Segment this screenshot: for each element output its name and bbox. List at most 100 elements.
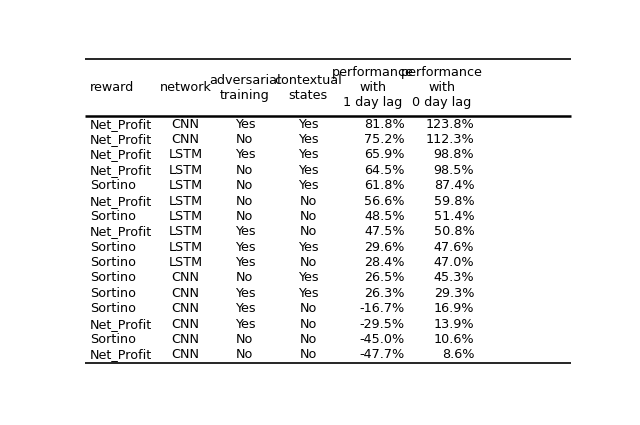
Text: Yes: Yes — [298, 287, 319, 300]
Text: -47.7%: -47.7% — [360, 348, 405, 361]
Text: CNN: CNN — [172, 287, 200, 300]
Text: 64.5%: 64.5% — [364, 164, 405, 177]
Text: No: No — [236, 272, 253, 284]
Text: Yes: Yes — [235, 256, 255, 269]
Text: 65.9%: 65.9% — [364, 148, 405, 162]
Text: Net_Profit: Net_Profit — [90, 195, 152, 207]
Text: LSTM: LSTM — [168, 195, 202, 207]
Text: Net_Profit: Net_Profit — [90, 164, 152, 177]
Text: LSTM: LSTM — [168, 256, 202, 269]
Text: 98.8%: 98.8% — [434, 148, 474, 162]
Text: Yes: Yes — [235, 225, 255, 238]
Text: CNN: CNN — [172, 118, 200, 130]
Text: No: No — [300, 195, 317, 207]
Text: Sortino: Sortino — [90, 272, 136, 284]
Text: No: No — [300, 333, 317, 346]
Text: CNN: CNN — [172, 272, 200, 284]
Text: 26.5%: 26.5% — [364, 272, 405, 284]
Text: 29.3%: 29.3% — [434, 287, 474, 300]
Text: No: No — [236, 333, 253, 346]
Text: Yes: Yes — [298, 133, 319, 146]
Text: Yes: Yes — [235, 148, 255, 162]
Text: No: No — [236, 210, 253, 223]
Text: Sortino: Sortino — [90, 333, 136, 346]
Text: LSTM: LSTM — [168, 210, 202, 223]
Text: Sortino: Sortino — [90, 241, 136, 254]
Text: Sortino: Sortino — [90, 179, 136, 192]
Text: reward: reward — [90, 81, 134, 94]
Text: CNN: CNN — [172, 333, 200, 346]
Text: LSTM: LSTM — [168, 164, 202, 177]
Text: No: No — [300, 317, 317, 331]
Text: 98.5%: 98.5% — [434, 164, 474, 177]
Text: LSTM: LSTM — [168, 241, 202, 254]
Text: performance
with
1 day lag: performance with 1 day lag — [332, 66, 413, 109]
Text: 45.3%: 45.3% — [434, 272, 474, 284]
Text: 51.4%: 51.4% — [434, 210, 474, 223]
Text: Yes: Yes — [298, 241, 319, 254]
Text: performance
with
0 day lag: performance with 0 day lag — [401, 66, 483, 109]
Text: 123.8%: 123.8% — [426, 118, 474, 130]
Text: 26.3%: 26.3% — [364, 287, 405, 300]
Text: Yes: Yes — [235, 118, 255, 130]
Text: No: No — [236, 348, 253, 361]
Text: No: No — [300, 225, 317, 238]
Text: Net_Profit: Net_Profit — [90, 118, 152, 130]
Text: No: No — [236, 133, 253, 146]
Text: 28.4%: 28.4% — [364, 256, 405, 269]
Text: 112.3%: 112.3% — [426, 133, 474, 146]
Text: 8.6%: 8.6% — [442, 348, 474, 361]
Text: No: No — [300, 256, 317, 269]
Text: 47.5%: 47.5% — [364, 225, 405, 238]
Text: Sortino: Sortino — [90, 256, 136, 269]
Text: Yes: Yes — [235, 287, 255, 300]
Text: -45.0%: -45.0% — [360, 333, 405, 346]
Text: Net_Profit: Net_Profit — [90, 225, 152, 238]
Text: Yes: Yes — [235, 241, 255, 254]
Text: No: No — [300, 210, 317, 223]
Text: Net_Profit: Net_Profit — [90, 148, 152, 162]
Text: Yes: Yes — [298, 164, 319, 177]
Text: No: No — [236, 179, 253, 192]
Text: Yes: Yes — [298, 179, 319, 192]
Text: No: No — [236, 195, 253, 207]
Text: network: network — [159, 81, 211, 94]
Text: 81.8%: 81.8% — [364, 118, 405, 130]
Text: 59.8%: 59.8% — [434, 195, 474, 207]
Text: No: No — [236, 164, 253, 177]
Text: LSTM: LSTM — [168, 148, 202, 162]
Text: 47.0%: 47.0% — [434, 256, 474, 269]
Text: Yes: Yes — [298, 148, 319, 162]
Text: Net_Profit: Net_Profit — [90, 317, 152, 331]
Text: 56.6%: 56.6% — [364, 195, 405, 207]
Text: -29.5%: -29.5% — [360, 317, 405, 331]
Text: No: No — [300, 348, 317, 361]
Text: Sortino: Sortino — [90, 287, 136, 300]
Text: Yes: Yes — [298, 118, 319, 130]
Text: Net_Profit: Net_Profit — [90, 133, 152, 146]
Text: Sortino: Sortino — [90, 302, 136, 315]
Text: Yes: Yes — [298, 272, 319, 284]
Text: 75.2%: 75.2% — [364, 133, 405, 146]
Text: 61.8%: 61.8% — [364, 179, 405, 192]
Text: 50.8%: 50.8% — [433, 225, 474, 238]
Text: LSTM: LSTM — [168, 179, 202, 192]
Text: 29.6%: 29.6% — [365, 241, 405, 254]
Text: 47.6%: 47.6% — [434, 241, 474, 254]
Text: contextual
states: contextual states — [275, 74, 342, 102]
Text: -16.7%: -16.7% — [360, 302, 405, 315]
Text: No: No — [300, 302, 317, 315]
Text: CNN: CNN — [172, 302, 200, 315]
Text: LSTM: LSTM — [168, 225, 202, 238]
Text: Yes: Yes — [235, 317, 255, 331]
Text: Net_Profit: Net_Profit — [90, 348, 152, 361]
Text: Yes: Yes — [235, 302, 255, 315]
Text: 16.9%: 16.9% — [434, 302, 474, 315]
Text: 13.9%: 13.9% — [434, 317, 474, 331]
Text: CNN: CNN — [172, 348, 200, 361]
Text: 10.6%: 10.6% — [434, 333, 474, 346]
Text: Sortino: Sortino — [90, 210, 136, 223]
Text: adversarial
training: adversarial training — [209, 74, 281, 102]
Text: CNN: CNN — [172, 317, 200, 331]
Text: 48.5%: 48.5% — [364, 210, 405, 223]
